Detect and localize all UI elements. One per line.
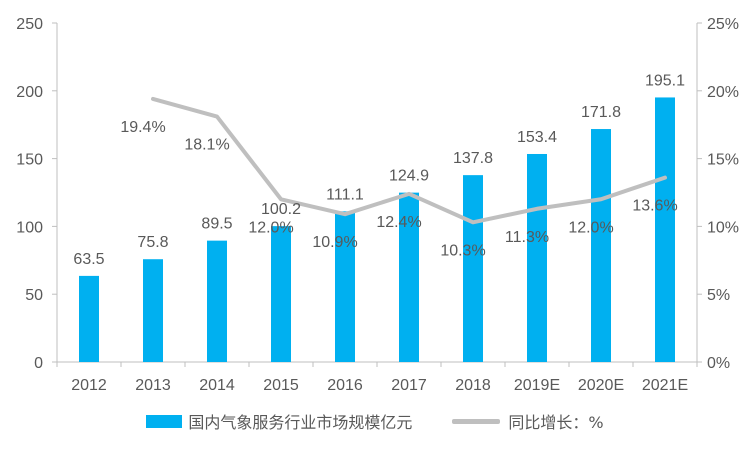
growth-value-label: 13.6% bbox=[632, 198, 677, 215]
x-tick-label: 2019E bbox=[514, 377, 560, 394]
axes: 0 50 100 150 200 250 0% 5% 10% 15% 20% 25% 2012 2013 2… bbox=[16, 16, 739, 394]
growth-value-label: 12.0% bbox=[248, 219, 293, 236]
bar-value-label: 89.5 bbox=[201, 216, 232, 233]
bar-value-label: 137.8 bbox=[453, 150, 493, 167]
bar-series bbox=[79, 97, 675, 362]
data-labels: 63.5 75.8 89.5 100.2 111.1 124.9 137.8 153.4 171… bbox=[73, 72, 685, 267]
y-right-tick-label: 25% bbox=[707, 16, 739, 33]
legend-bar-label: 国内气象服务行业市场规模亿元 bbox=[188, 413, 413, 432]
growth-value-label: 12.4% bbox=[376, 214, 421, 231]
growth-value-label: 19.4% bbox=[120, 119, 165, 136]
bar bbox=[79, 275, 99, 362]
x-tick-label: 2020E bbox=[578, 377, 624, 394]
bar bbox=[207, 240, 227, 362]
y-left-tick-label: 100 bbox=[16, 219, 43, 236]
bar bbox=[271, 226, 291, 362]
legend-item-line: 同比增长：% bbox=[452, 409, 604, 433]
growth-value-label: 10.3% bbox=[440, 242, 485, 259]
y-left-tick-label: 50 bbox=[25, 287, 43, 304]
bar bbox=[527, 153, 547, 362]
legend-bar-swatch bbox=[146, 414, 183, 428]
growth-value-label: 11.3% bbox=[505, 229, 549, 246]
bar-value-label: 100.2 bbox=[261, 201, 301, 218]
bar-value-label: 111.1 bbox=[326, 186, 364, 203]
growth-value-label: 12.0% bbox=[568, 219, 613, 236]
bar bbox=[335, 211, 355, 362]
x-tick-label: 2016 bbox=[327, 377, 363, 394]
legend: 国内气象服务行业市场规模亿元 同比增长：% bbox=[0, 409, 750, 433]
legend-line-label: 同比增长：% bbox=[508, 413, 604, 432]
growth-value-label: 10.9% bbox=[312, 234, 357, 251]
x-tick-label: 2014 bbox=[199, 377, 235, 394]
legend-item-bar: 国内气象服务行业市场规模亿元 bbox=[146, 409, 412, 433]
x-tick-label: 2017 bbox=[391, 377, 427, 394]
bar bbox=[399, 192, 419, 362]
growth-value-label: 18.1% bbox=[184, 137, 229, 154]
bar-value-label: 75.8 bbox=[137, 234, 168, 251]
y-left-tick-label: 250 bbox=[16, 16, 43, 33]
x-tick-label: 2021E bbox=[642, 377, 688, 394]
y-right-tick-label: 10% bbox=[707, 219, 739, 236]
bar bbox=[655, 97, 675, 362]
bar bbox=[463, 175, 483, 362]
y-left-tick-label: 200 bbox=[16, 84, 43, 101]
y-right-tick-label: 0% bbox=[707, 355, 730, 372]
y-left-tick-label: 150 bbox=[16, 152, 43, 169]
legend-line-swatch bbox=[452, 418, 501, 424]
x-tick-label: 2015 bbox=[263, 377, 299, 394]
bar-value-label: 124.9 bbox=[389, 168, 429, 185]
bar-value-label: 171.8 bbox=[581, 104, 621, 121]
bar bbox=[143, 259, 163, 362]
x-tick-label: 2018 bbox=[455, 377, 491, 394]
bar-value-label: 63.5 bbox=[73, 251, 104, 268]
bar bbox=[591, 129, 611, 362]
bar-value-label: 195.1 bbox=[645, 72, 685, 89]
y-right-tick-label: 20% bbox=[707, 84, 739, 101]
y-right-tick-label: 15% bbox=[707, 152, 739, 169]
y-left-tick-label: 0 bbox=[34, 355, 43, 372]
y-right-tick-label: 5% bbox=[707, 287, 730, 304]
x-tick-label: 2012 bbox=[71, 377, 107, 394]
x-tick-label: 2013 bbox=[135, 377, 171, 394]
bar-value-label: 153.4 bbox=[517, 129, 557, 146]
growth-line-series bbox=[151, 96, 667, 225]
